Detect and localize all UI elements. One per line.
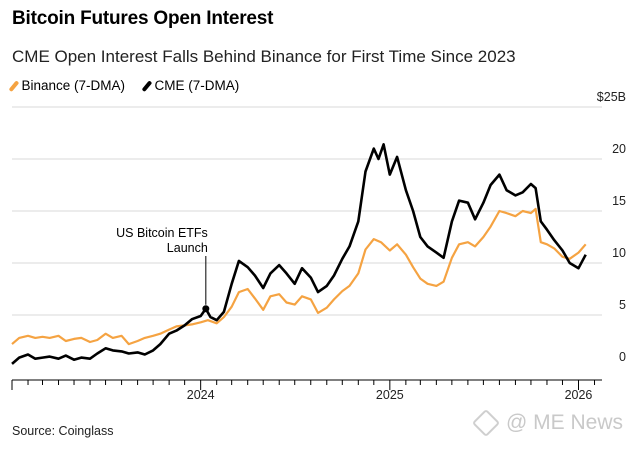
- x-tick-label: 2026: [565, 388, 593, 402]
- y-tick-label: 15: [612, 194, 626, 208]
- chart-subtitle: CME Open Interest Falls Behind Binance f…: [12, 47, 516, 66]
- y-tick-label: 10: [612, 246, 626, 260]
- chart-legend: Binance (7-DMA) CME (7-DMA): [8, 78, 240, 93]
- x-tick-label: 2024: [187, 388, 215, 402]
- y-tick-label: 20: [612, 142, 626, 156]
- chart-plot-area: 0 5 10 15 20 $25B 2024 2025 2026 US Bitcoin ETFsL…: [11, 90, 626, 402]
- legend-item-cme: CME (7-DMA): [141, 78, 240, 93]
- series-line-binance: [11, 207, 587, 346]
- legend-item-binance: Binance (7-DMA): [8, 78, 126, 93]
- legend-label-binance: Binance (7-DMA): [21, 78, 126, 93]
- y-tick-label: 0: [619, 350, 626, 364]
- series-line-cme: [11, 143, 587, 365]
- annotation-marker: [202, 305, 210, 313]
- watermark-text: @ ME News: [506, 411, 623, 434]
- watermark: @ ME News: [471, 408, 623, 438]
- y-tick-label: $25B: [597, 90, 626, 104]
- y-tick-label: 5: [619, 298, 626, 312]
- legend-label-cme: CME (7-DMA): [154, 78, 240, 93]
- annotation-label: US Bitcoin ETFs: [116, 226, 208, 240]
- annotation-label: Launch: [167, 241, 208, 255]
- x-tick-label: 2025: [376, 388, 404, 402]
- chart-title: Bitcoin Futures Open Interest: [12, 8, 274, 29]
- source-note: Source: Coinglass: [12, 424, 114, 438]
- watermark-logo-icon: [471, 408, 501, 438]
